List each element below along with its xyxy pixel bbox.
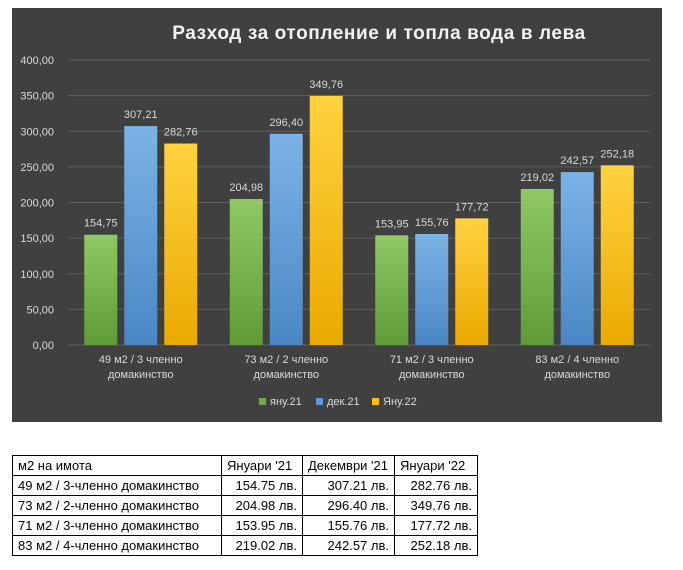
bar: [84, 234, 118, 345]
legend-swatch: [372, 398, 379, 405]
y-tick-label: 250,00: [20, 162, 54, 174]
x-tick-label: 73 м2 / 2 членно домакинство: [244, 354, 328, 381]
bar: [229, 198, 263, 345]
table-row: 49 м2 / 3-членно домакинство 154.75 лв. …: [12, 475, 478, 496]
bar: [309, 95, 343, 346]
table-cell: 204.98 лв.: [221, 495, 303, 516]
table-header-row: м2 на имота Януари '21 Декември '21 Януа…: [12, 455, 478, 476]
table-header-cell: Януари '22: [394, 455, 478, 476]
data-labels: 154,75 307,21 282,76 204,98 296,40 349,76 153,…: [84, 79, 634, 231]
table-cell: 307.21 лв.: [302, 475, 395, 496]
table-cell: 177.72 лв.: [394, 515, 478, 536]
data-label: 242,57: [560, 155, 594, 167]
legend: яну.21 дек.21 Яну.22: [259, 396, 417, 408]
legend-swatch: [259, 398, 266, 405]
x-tick-label: 49 м2 / 3 членно домакинство: [99, 354, 183, 381]
data-label: 282,76: [164, 127, 198, 139]
data-label: 219,02: [520, 172, 554, 184]
data-table: м2 на имота Януари '21 Декември '21 Януа…: [12, 455, 478, 556]
table-row: 71 м2 / 3-членно домакинство 153.95 лв. …: [12, 515, 478, 536]
bar: [520, 188, 554, 345]
x-tick-label: 71 м2 / 3 членно домакинство: [390, 354, 474, 381]
y-tick-label: 200,00: [20, 198, 54, 210]
table-header-cell: Декември '21: [302, 455, 395, 476]
table-cell: 296.40 лв.: [302, 495, 395, 516]
data-label: 307,21: [124, 109, 158, 121]
y-tick-label: 50,00: [26, 304, 54, 316]
x-tick-label: 83 м2 / 4 членно домакинство: [535, 354, 619, 381]
table-cell: 155.76 лв.: [302, 515, 395, 536]
data-label: 296,40: [269, 117, 303, 129]
bar: [560, 172, 594, 345]
bars: [84, 95, 634, 346]
legend-swatch: [316, 398, 323, 405]
bar: [124, 126, 158, 345]
table-row: 83 м2 / 4-членно домакинство 219.02 лв. …: [12, 535, 478, 556]
table-cell: 252.18 лв.: [394, 535, 478, 556]
bar-chart: Разход за отопление и топла вода в лева …: [12, 8, 662, 422]
data-label: 177,72: [455, 201, 489, 213]
data-label: 252,18: [600, 148, 634, 160]
bar: [269, 133, 303, 345]
legend-label: яну.21: [270, 396, 302, 408]
table-cell: 219.02 лв.: [221, 535, 303, 556]
y-axis-tick-labels: 0,00 50,00 100,00 150,00 200,00 250,00 300,00 3…: [20, 55, 54, 352]
y-tick-label: 300,00: [20, 126, 54, 138]
y-tick-label: 400,00: [20, 55, 54, 67]
table-cell: 242.57 лв.: [302, 535, 395, 556]
y-tick-label: 100,00: [20, 269, 54, 281]
table-cell: 71 м2 / 3-членно домакинство: [12, 515, 222, 536]
table-cell: 282.76 лв.: [394, 475, 478, 496]
y-tick-label: 350,00: [20, 91, 54, 103]
table-cell: 349.76 лв.: [394, 495, 478, 516]
chart-container: Разход за отопление и топла вода в лева …: [12, 8, 662, 422]
table-cell: 49 м2 / 3-членно домакинство: [12, 475, 222, 496]
table-cell: 73 м2 / 2-членно домакинство: [12, 495, 222, 516]
table-cell: 153.95 лв.: [221, 515, 303, 536]
x-axis-tick-labels: 49 м2 / 3 членно домакинство 73 м2 / 2 чле…: [99, 354, 619, 381]
legend-label: Яну.22: [383, 396, 417, 408]
bar: [455, 218, 489, 345]
y-tick-label: 150,00: [20, 233, 54, 245]
y-tick-label: 0,00: [33, 340, 54, 352]
data-label: 155,76: [415, 217, 449, 229]
legend-label: дек.21: [327, 396, 360, 408]
table-row: 73 м2 / 2-членно домакинство 204.98 лв. …: [12, 495, 478, 516]
data-label: 349,76: [309, 79, 343, 91]
table-header-cell: м2 на имота: [12, 455, 222, 476]
table-header-cell: Януари '21: [221, 455, 303, 476]
data-label: 154,75: [84, 218, 118, 230]
table-cell: 83 м2 / 4-членно домакинство: [12, 535, 222, 556]
table-cell: 154.75 лв.: [221, 475, 303, 496]
data-label: 204,98: [229, 182, 263, 194]
bar: [375, 235, 409, 345]
bar: [600, 165, 634, 345]
chart-title: Разход за отопление и топла вода в лева: [172, 23, 586, 44]
bar: [164, 143, 198, 345]
bar: [415, 234, 449, 345]
data-label: 153,95: [375, 218, 409, 230]
